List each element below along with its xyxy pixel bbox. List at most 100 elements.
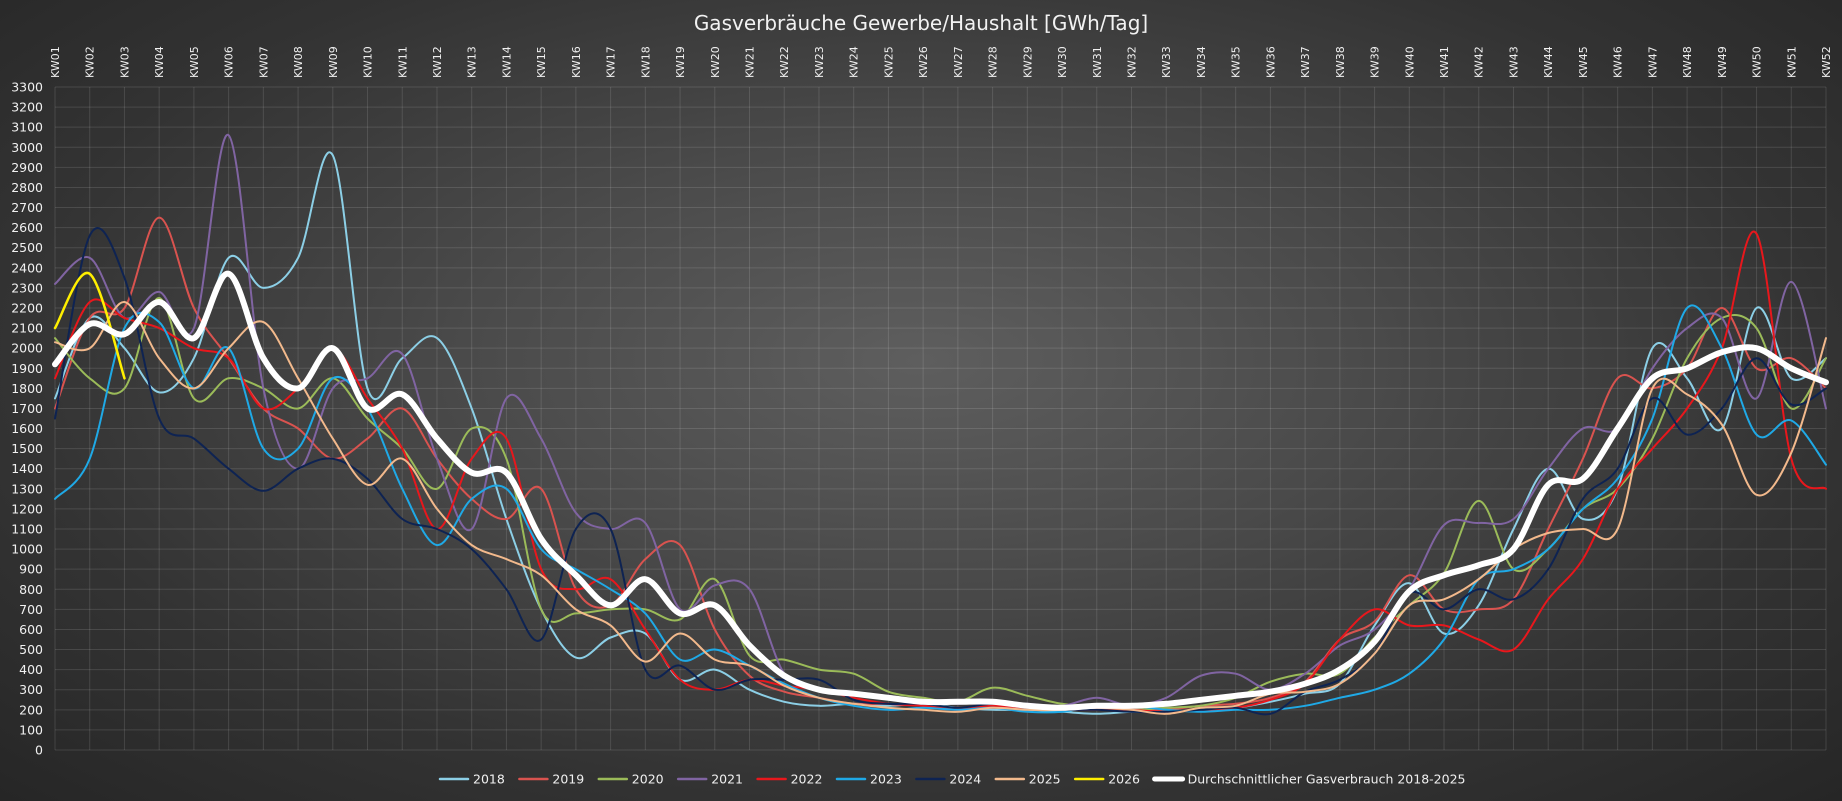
series-line-2022 — [54, 230, 1827, 713]
y-tick-label-2500: 2500 — [11, 240, 43, 255]
x-tick-label-KW41: KW41 — [1438, 46, 1451, 78]
y-tick-label-600: 600 — [19, 622, 43, 637]
x-tick-label-KW24: KW24 — [848, 46, 861, 78]
series-line-2020 — [54, 297, 1827, 711]
y-tick-label-2600: 2600 — [11, 220, 43, 235]
legend-label-2018: 2018 — [473, 772, 505, 787]
legend-label-2019: 2019 — [552, 772, 584, 787]
y-tick-label-2800: 2800 — [11, 180, 43, 195]
x-tick-label-KW52: KW52 — [1820, 46, 1833, 78]
x-tick-label-KW46: KW46 — [1612, 46, 1625, 78]
y-tick-label-500: 500 — [19, 642, 43, 657]
chart-title: Gasverbräuche Gewerbe/Haushalt [GWh/Tag] — [694, 11, 1148, 35]
y-tick-label-1800: 1800 — [11, 381, 43, 396]
x-tick-label-KW34: KW34 — [1195, 46, 1208, 78]
legend-label-2022: 2022 — [791, 772, 823, 787]
x-tick-label-KW26: KW26 — [917, 46, 930, 78]
x-tick-label-KW35: KW35 — [1230, 46, 1243, 78]
x-tick-label-KW05: KW05 — [188, 46, 201, 78]
y-tick-label-1700: 1700 — [11, 401, 43, 416]
legend-label-2025: 2025 — [1029, 772, 1061, 787]
y-tick-label-1500: 1500 — [11, 441, 43, 456]
x-tick-label-KW21: KW21 — [744, 46, 757, 78]
x-tick-label-KW27: KW27 — [952, 46, 965, 78]
y-tick-label-1000: 1000 — [11, 542, 43, 557]
y-tick-label-0: 0 — [35, 743, 43, 758]
y-tick-label-2900: 2900 — [11, 160, 43, 175]
x-tick-label-KW37: KW37 — [1299, 46, 1312, 78]
x-tick-label-KW32: KW32 — [1125, 46, 1138, 78]
x-tick-label-KW20: KW20 — [709, 46, 722, 78]
x-tick-label-KW25: KW25 — [882, 46, 895, 78]
x-tick-label-KW31: KW31 — [1091, 46, 1104, 78]
x-tick-label-KW12: KW12 — [431, 46, 444, 78]
series-line-2024 — [54, 227, 1827, 716]
x-tick-label-KW39: KW39 — [1369, 46, 1382, 78]
x-tick-label-KW51: KW51 — [1785, 46, 1798, 78]
y-tick-label-3300: 3300 — [11, 80, 43, 95]
x-tick-label-KW14: KW14 — [500, 46, 513, 78]
legend-label-2021: 2021 — [711, 772, 743, 787]
series-line-durchschnittlicher-gasverbrauch-2018-2025 — [52, 270, 1829, 711]
y-tick-label-400: 400 — [19, 662, 43, 677]
legend: 2018 2019 2020 2021 2022 2023 2024 2025 2026 Durc… — [438, 772, 1466, 787]
x-tick-label-KW17: KW17 — [605, 46, 618, 78]
x-tick-label-KW48: KW48 — [1681, 46, 1694, 78]
x-tick-label-KW45: KW45 — [1577, 46, 1590, 78]
x-tick-label-KW07: KW07 — [257, 46, 270, 78]
y-tick-label-300: 300 — [19, 682, 43, 697]
x-tick-label-KW33: KW33 — [1160, 46, 1173, 78]
x-tick-label-KW23: KW23 — [813, 46, 826, 78]
x-tick-label-KW19: KW19 — [674, 46, 687, 78]
y-tick-label-1400: 1400 — [11, 461, 43, 476]
x-tick-label-KW02: KW02 — [84, 46, 97, 78]
x-tick-label-KW29: KW29 — [1021, 46, 1034, 78]
legend-label-2020: 2020 — [632, 772, 664, 787]
legend-label-durchschnittlicher-gasverbrauch-2018-2025: Durchschnittlicher Gasverbrauch 2018-202… — [1188, 772, 1466, 787]
x-tick-label-KW30: KW30 — [1056, 46, 1069, 78]
y-tick-label-1200: 1200 — [11, 501, 43, 516]
y-tick-label-1300: 1300 — [11, 481, 43, 496]
x-tick-label-KW09: KW09 — [327, 46, 340, 78]
x-tick-label-KW40: KW40 — [1403, 46, 1416, 78]
x-tick-label-KW04: KW04 — [153, 46, 166, 78]
x-tick-label-KW42: KW42 — [1473, 46, 1486, 78]
x-tick-label-KW06: KW06 — [223, 46, 236, 78]
y-tick-label-1900: 1900 — [11, 361, 43, 376]
x-tick-label-KW10: KW10 — [362, 46, 375, 78]
x-tick-label-KW47: KW47 — [1646, 46, 1659, 78]
series-line-2021 — [54, 134, 1827, 708]
x-tick-label-KW08: KW08 — [292, 46, 305, 78]
legend-label-2023: 2023 — [870, 772, 902, 787]
y-tick-label-2700: 2700 — [11, 200, 43, 215]
series-group — [52, 134, 1829, 716]
x-tick-label-KW13: KW13 — [466, 46, 479, 78]
y-tick-label-1100: 1100 — [11, 522, 43, 537]
y-tick-label-900: 900 — [19, 562, 43, 577]
series-line-2023 — [54, 304, 1827, 714]
series-line-2019 — [54, 216, 1827, 712]
x-tick-label-KW22: KW22 — [778, 46, 791, 78]
x-tick-label-KW36: KW36 — [1264, 46, 1277, 78]
y-tick-label-2100: 2100 — [11, 321, 43, 336]
x-tick-label-KW28: KW28 — [987, 46, 1000, 78]
y-tick-label-3200: 3200 — [11, 100, 43, 115]
series-line-2025 — [54, 301, 1827, 715]
y-tick-label-2200: 2200 — [11, 301, 43, 316]
x-tick-label-KW16: KW16 — [570, 46, 583, 78]
x-tick-label-KW50: KW50 — [1751, 46, 1764, 78]
x-tick-label-KW43: KW43 — [1507, 46, 1520, 78]
y-tick-label-100: 100 — [19, 722, 43, 737]
y-tick-label-2400: 2400 — [11, 260, 43, 275]
y-tick-label-1600: 1600 — [11, 421, 43, 436]
series-line-2026 — [53, 271, 126, 380]
x-axis: KW01 KW02 KW03 KW04 KW05 KW06 KW07 KW08 KW09 KW10… — [49, 46, 1833, 78]
y-tick-label-2300: 2300 — [11, 280, 43, 295]
x-tick-label-KW18: KW18 — [639, 46, 652, 78]
y-axis: 0 100 200 300 400 500 600 700 800 900 1000 1100 1200… — [11, 80, 43, 758]
y-tick-label-800: 800 — [19, 582, 43, 597]
x-tick-label-KW15: KW15 — [535, 46, 548, 78]
x-tick-label-KW44: KW44 — [1542, 46, 1555, 78]
x-tick-label-KW03: KW03 — [118, 46, 131, 78]
